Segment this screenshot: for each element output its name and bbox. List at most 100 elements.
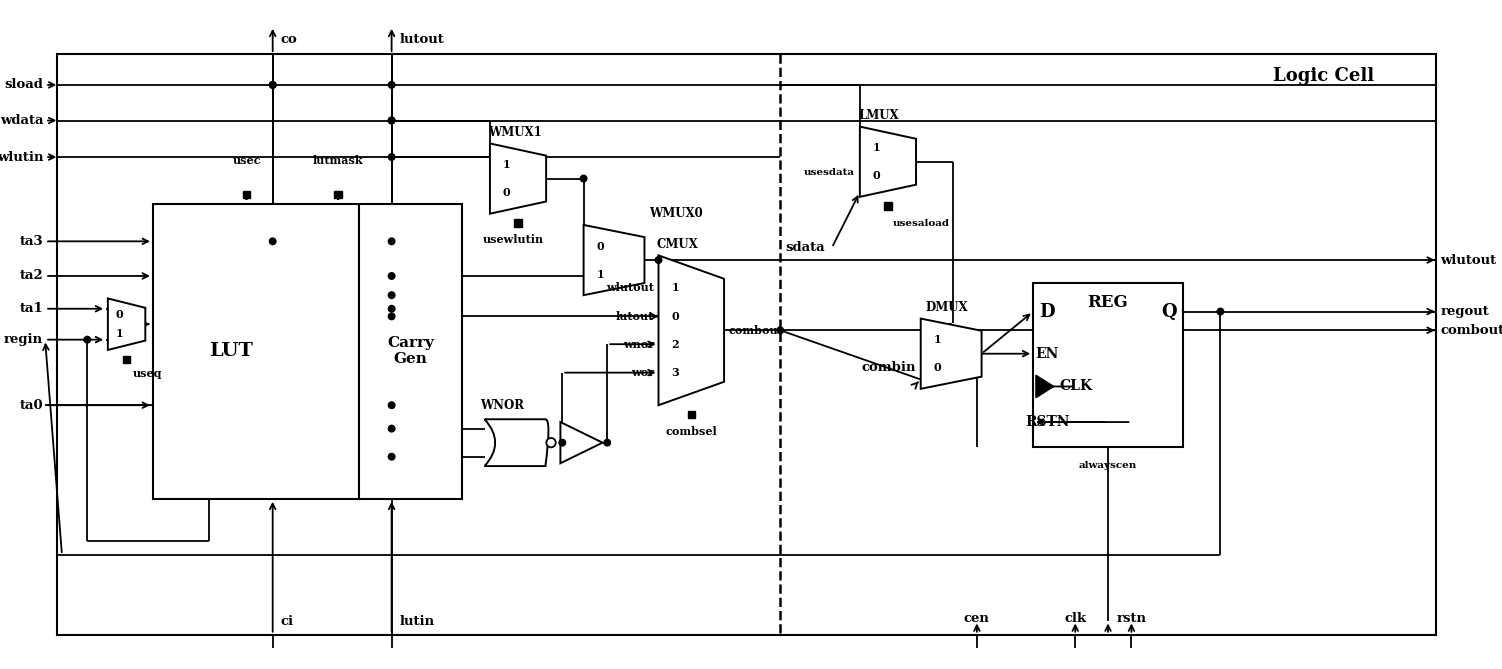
Circle shape (777, 327, 784, 334)
Text: useq: useq (132, 368, 162, 379)
Text: wnor: wnor (623, 339, 653, 350)
Text: CMUX: CMUX (656, 237, 698, 251)
Bar (335, 191, 342, 198)
Text: 0: 0 (671, 311, 679, 322)
Text: ci: ci (281, 615, 293, 628)
Text: wlutin: wlutin (0, 151, 44, 163)
Text: ta1: ta1 (20, 302, 44, 315)
Bar (123, 355, 131, 363)
Text: usesdata: usesdata (804, 169, 855, 177)
Polygon shape (921, 318, 982, 389)
Circle shape (389, 313, 395, 320)
Circle shape (269, 238, 276, 245)
Text: clk: clk (1065, 612, 1086, 626)
Text: usec: usec (233, 155, 261, 167)
Text: combsel: combsel (665, 426, 716, 437)
Text: wdata: wdata (0, 114, 44, 127)
Polygon shape (584, 225, 644, 295)
Text: combout: combout (728, 324, 784, 336)
Text: combin: combin (862, 361, 916, 374)
Circle shape (84, 337, 90, 343)
Circle shape (389, 117, 395, 124)
Bar (153, 204, 359, 499)
Text: D: D (1039, 302, 1054, 320)
Polygon shape (560, 422, 602, 463)
Circle shape (580, 175, 587, 182)
Text: 0: 0 (596, 240, 604, 252)
Circle shape (1217, 308, 1224, 315)
Text: lutmask: lutmask (312, 155, 363, 167)
Text: combout: combout (1440, 324, 1502, 337)
Text: co: co (281, 33, 297, 46)
Text: usewlutin: usewlutin (482, 234, 544, 246)
Text: ta2: ta2 (20, 270, 44, 282)
Text: DMUX: DMUX (925, 301, 967, 314)
Text: 1: 1 (503, 159, 511, 170)
Circle shape (559, 440, 566, 446)
Text: 1: 1 (873, 142, 880, 153)
Bar (243, 191, 251, 198)
Circle shape (604, 440, 610, 446)
Text: regin: regin (5, 333, 44, 346)
Bar (885, 203, 892, 210)
Text: usesaload: usesaload (892, 219, 949, 227)
Polygon shape (108, 298, 146, 350)
Circle shape (389, 154, 395, 161)
Text: CLK: CLK (1059, 379, 1092, 393)
Text: LMUX: LMUX (858, 109, 898, 122)
Text: 1: 1 (671, 282, 679, 294)
Text: rstn: rstn (1116, 612, 1146, 626)
Circle shape (389, 117, 395, 124)
Circle shape (389, 82, 395, 88)
Text: lutout: lutout (616, 311, 653, 322)
Text: wor: wor (631, 367, 653, 378)
Circle shape (389, 402, 395, 409)
Text: WNOR: WNOR (479, 399, 524, 411)
Text: cen: cen (964, 612, 990, 626)
Text: 1: 1 (116, 328, 123, 339)
Text: 1: 1 (596, 268, 604, 280)
Text: sload: sload (5, 78, 44, 92)
Text: alwayscen: alwayscen (1078, 462, 1137, 470)
Bar (514, 219, 521, 227)
Circle shape (389, 425, 395, 432)
Circle shape (389, 273, 395, 279)
Text: LUT: LUT (209, 343, 254, 361)
Text: ta0: ta0 (20, 399, 44, 411)
Circle shape (389, 454, 395, 460)
Polygon shape (658, 256, 724, 405)
Text: REG: REG (1087, 294, 1128, 310)
Text: WMUX0: WMUX0 (649, 207, 703, 220)
Circle shape (655, 257, 662, 264)
Text: 0: 0 (934, 362, 942, 373)
Text: Carry
Gen: Carry Gen (388, 337, 434, 367)
Polygon shape (859, 126, 916, 197)
Text: regout: regout (1440, 305, 1488, 318)
Text: Logic Cell: Logic Cell (1272, 66, 1374, 84)
Text: RSTN: RSTN (1024, 415, 1069, 429)
Polygon shape (490, 143, 547, 213)
Circle shape (547, 438, 556, 448)
Circle shape (389, 306, 395, 312)
Text: ta3: ta3 (20, 235, 44, 248)
Circle shape (389, 238, 395, 245)
Text: 0: 0 (503, 187, 511, 198)
Text: sdata: sdata (786, 242, 825, 254)
Bar (1033, 284, 1184, 448)
Text: EN: EN (1035, 347, 1059, 361)
Text: 3: 3 (671, 367, 679, 378)
Text: 0: 0 (873, 171, 880, 181)
Text: lutin: lutin (400, 615, 434, 628)
Bar (688, 411, 695, 418)
Text: 0: 0 (116, 309, 123, 320)
Circle shape (389, 292, 395, 298)
Text: wlutout: wlutout (1440, 254, 1496, 266)
Text: WMUX1: WMUX1 (488, 126, 542, 138)
PathPatch shape (485, 419, 548, 466)
Text: Q: Q (1161, 302, 1176, 320)
Text: wlutout: wlutout (605, 282, 653, 294)
Text: lutout: lutout (400, 33, 445, 46)
Polygon shape (1036, 375, 1054, 397)
Text: 1: 1 (934, 334, 942, 345)
Circle shape (269, 82, 276, 88)
